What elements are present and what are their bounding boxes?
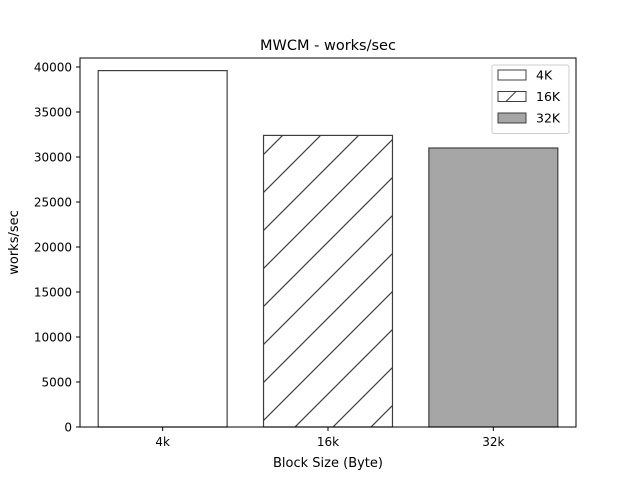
legend-label: 16K — [536, 89, 561, 104]
y-tick-label: 25000 — [34, 196, 72, 210]
legend-swatch-4K — [497, 69, 527, 81]
x-tick-label: 16k — [317, 435, 339, 449]
y-axis: 0 5000 10000 15000 20000 25000 30000 35000 40000 — [34, 61, 80, 435]
bar-32k — [428, 147, 559, 428]
bar-16k — [262, 134, 394, 428]
bar-4k — [97, 69, 228, 428]
legend-label: 32K — [536, 111, 561, 126]
y-tick-label: 40000 — [34, 61, 72, 75]
y-tick-label: 20000 — [34, 241, 72, 255]
y-tick-label: 30000 — [34, 151, 72, 165]
bars-group — [97, 69, 559, 428]
plot-frame — [79, 57, 577, 428]
legend-label: 4K — [536, 68, 553, 83]
y-tick-label: 10000 — [34, 331, 72, 345]
x-axis-label: Block Size (Byte) — [273, 456, 383, 471]
legend: 4K 16K 32K — [491, 64, 570, 134]
x-tick-label: 32k — [482, 435, 504, 449]
legend-swatch-16K — [497, 91, 527, 102]
y-tick-label: 35000 — [34, 106, 72, 120]
y-axis-label: works/sec — [7, 210, 22, 275]
x-axis: 4k 16k 32k — [155, 427, 504, 449]
chart-title: MWCM - works/sec — [260, 38, 396, 54]
y-tick-label: 15000 — [34, 286, 72, 300]
x-tick-label: 4k — [155, 435, 170, 449]
legend-swatch-32K — [497, 112, 527, 124]
y-tick-label: 0 — [64, 421, 72, 435]
y-tick-label: 5000 — [41, 376, 72, 390]
